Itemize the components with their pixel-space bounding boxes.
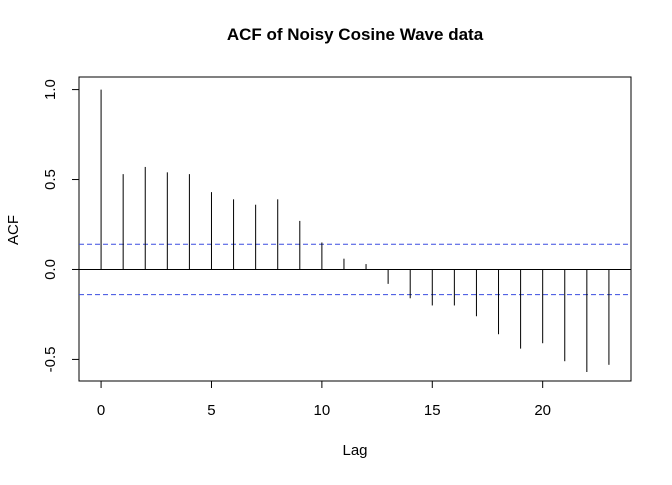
acf-spikes xyxy=(100,89,610,373)
y-tick-label: -0.5 xyxy=(42,346,59,372)
x-tick-label: 0 xyxy=(97,402,105,419)
y-axis-label: ACF xyxy=(5,215,22,245)
x-axis-label: Lag xyxy=(342,442,367,459)
confidence-bounds xyxy=(79,243,631,296)
x-tick-label: 15 xyxy=(424,402,441,419)
y-axis: -0.5 0.0 0.5 1.0 xyxy=(42,79,80,372)
x-tick-label: 20 xyxy=(534,402,551,419)
x-tick-label: 5 xyxy=(207,402,215,419)
y-tick-label: 0.0 xyxy=(42,259,59,280)
x-tick-label: 10 xyxy=(314,402,331,419)
y-tick-label: 0.5 xyxy=(42,169,59,190)
chart-title: ACF of Noisy Cosine Wave data xyxy=(227,25,484,44)
y-tick-label: 1.0 xyxy=(42,79,59,100)
x-axis: 0 5 10 15 20 xyxy=(97,380,551,419)
